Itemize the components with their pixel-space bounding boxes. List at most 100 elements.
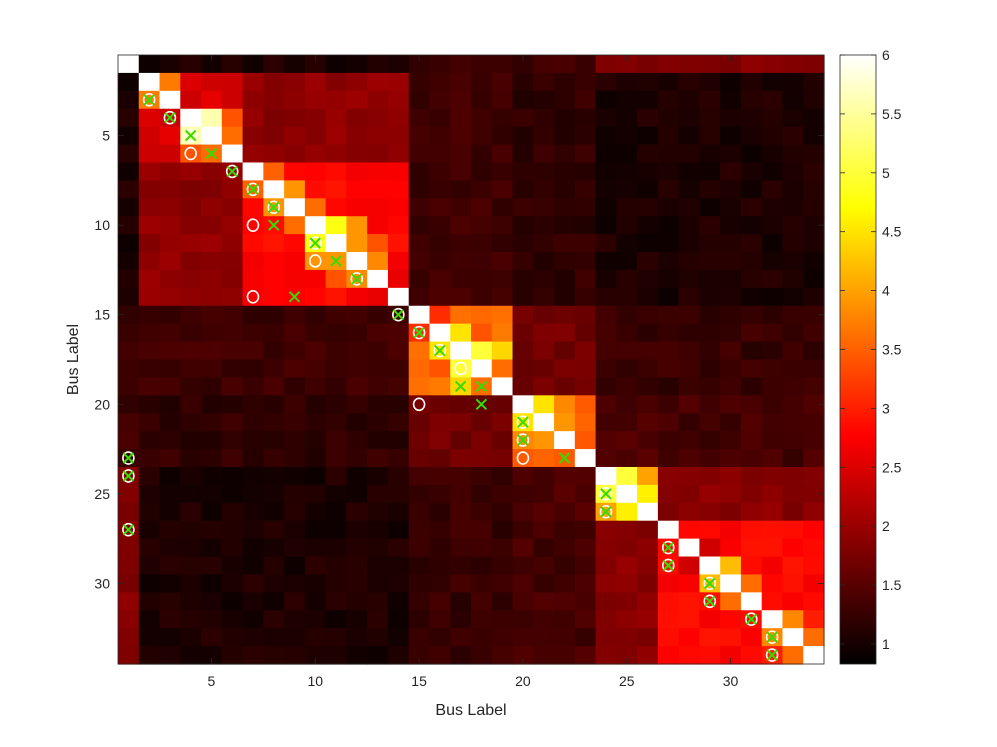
heatmap-cell (616, 162, 638, 181)
heatmap-cell (782, 323, 804, 343)
heatmap-cell (491, 484, 514, 504)
heatmap-cell (201, 610, 223, 629)
heatmap-cell (118, 431, 140, 450)
heatmap-cell (678, 287, 701, 307)
heatmap-cell (782, 359, 804, 379)
heatmap-cell (138, 484, 161, 504)
heatmap-cell (450, 466, 472, 486)
heatmap-cell (533, 72, 555, 92)
heatmap-cell (637, 449, 659, 468)
x-marker (434, 344, 446, 357)
heatmap-cell (138, 377, 161, 396)
heatmap-cell (616, 413, 638, 432)
heatmap-cell (201, 628, 223, 647)
heatmap-cell (429, 234, 451, 253)
heatmap-cell (512, 144, 534, 164)
heatmap-cell (221, 216, 244, 235)
heatmap-cell (803, 646, 825, 665)
heatmap-cell (699, 449, 721, 468)
heatmap-cell (325, 90, 348, 110)
heatmap-cell (554, 395, 576, 414)
heatmap-cell (263, 108, 285, 128)
heatmap-cell (803, 610, 825, 629)
heatmap-cell (284, 520, 306, 540)
colorbar: 1 1.5 2 2.5 3 3.5 4 4.5 5 5.5 6 (839, 47, 902, 665)
heatmap-cell (450, 72, 472, 92)
heatmap-cell (180, 252, 202, 271)
heatmap-cell (387, 610, 410, 629)
heatmap-cell (118, 216, 140, 235)
heatmap-cell (429, 610, 451, 629)
heatmap-cell (782, 72, 804, 92)
heatmap-cell (595, 180, 617, 199)
heatmap-cell (346, 628, 368, 647)
heatmap-cell (201, 323, 223, 343)
heatmap-cell (221, 574, 244, 593)
x-marker (268, 201, 280, 213)
heatmap-cell (657, 520, 680, 540)
heatmap-cell (429, 72, 451, 92)
heatmap-cell (740, 234, 763, 253)
heatmap-cell (471, 234, 493, 253)
heatmap-cell (263, 431, 285, 450)
heatmap-cell (304, 574, 327, 593)
heatmap-cell (720, 90, 742, 110)
heatmap-cell (678, 162, 701, 181)
heatmap-cell (554, 466, 576, 486)
heatmap-cell (782, 180, 804, 199)
heatmap-cell (180, 413, 202, 432)
heatmap-cell (429, 592, 451, 611)
heatmap-cell (284, 395, 306, 414)
heatmap-cell (678, 466, 701, 486)
heatmap-cell (782, 252, 804, 271)
heatmap-cell (325, 449, 348, 468)
heatmap-cell (284, 610, 306, 629)
heatmap-cell (595, 162, 617, 181)
heatmap-cell (387, 484, 410, 504)
heatmap-cell (138, 144, 161, 164)
heatmap-cell (595, 628, 617, 647)
heatmap-cell (450, 252, 472, 271)
heatmap-cell (221, 126, 244, 146)
heatmap-cell (284, 234, 306, 253)
heatmap-cell (450, 323, 472, 343)
heatmap-cell (408, 341, 431, 361)
heatmap-cell (346, 484, 368, 504)
heatmap-cell (491, 592, 514, 611)
heatmap-cell (325, 55, 348, 74)
heatmap-cell (720, 341, 742, 361)
heatmap-cell (429, 484, 451, 504)
heatmap-cell (533, 449, 555, 468)
heatmap-cell (554, 592, 576, 611)
heatmap-cell (491, 628, 514, 647)
heatmap-cell (595, 108, 617, 128)
heatmap-cell (491, 610, 514, 629)
heatmap-cell (782, 449, 804, 468)
heatmap-cell (263, 538, 285, 558)
heatmap-cell (138, 592, 161, 611)
heatmap-cell (159, 449, 181, 468)
heatmap-cell (221, 628, 244, 647)
heatmap-cell (263, 395, 285, 414)
heatmap-cell (595, 466, 617, 486)
heatmap-cell (491, 216, 514, 235)
heatmap-cell (740, 287, 763, 307)
heatmap-cell (471, 144, 493, 164)
heatmap-cell (803, 55, 825, 74)
heatmap-cell (367, 162, 389, 181)
heatmap-cell (325, 162, 348, 181)
heatmap-cell (491, 323, 514, 343)
heatmap-cell (637, 592, 659, 611)
x-marker (475, 398, 488, 410)
heatmap-cell (699, 520, 721, 540)
heatmap-cell (782, 126, 804, 146)
heatmap-cell (574, 269, 597, 289)
heatmap-cell (325, 592, 348, 611)
heatmap-cell (450, 287, 472, 307)
circle-marker (765, 648, 779, 662)
heatmap-cell (637, 252, 659, 271)
heatmap-cell (699, 234, 721, 253)
heatmap-cell (429, 144, 451, 164)
circle-marker (392, 307, 405, 322)
heatmap-cell (450, 55, 472, 74)
